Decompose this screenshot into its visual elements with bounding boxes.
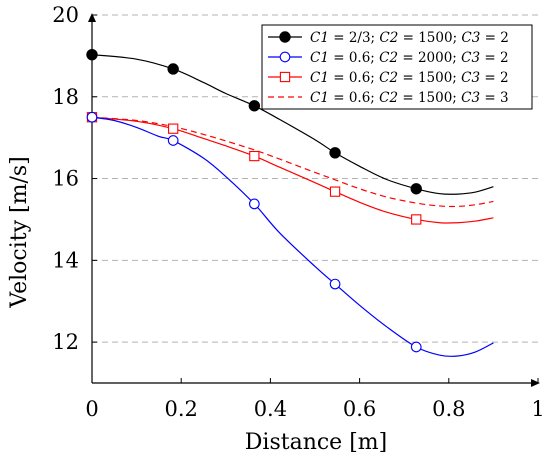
x-axis-title: Distance [m] (245, 430, 387, 455)
data-point (329, 278, 341, 290)
legend-label: C1 = 2/3; C2 = 1500; C3 = 2 (310, 30, 509, 46)
data-point (248, 198, 260, 210)
data-point (167, 63, 179, 75)
x-tick-label: 0.8 (432, 397, 465, 421)
data-point (168, 123, 179, 134)
series-line (91, 116, 494, 357)
series-line (91, 116, 494, 224)
data-point (329, 186, 341, 197)
series-line (91, 116, 494, 208)
data-point (329, 147, 341, 159)
series-4 (91, 116, 494, 208)
legend-box (261, 24, 533, 110)
data-point (410, 183, 422, 195)
y-tick-label: 16 (52, 167, 79, 191)
series-1 (86, 48, 494, 195)
data-point (249, 150, 260, 162)
data-point (279, 71, 291, 83)
x-tick-label: 0.6 (343, 397, 376, 421)
series-2 (86, 111, 494, 357)
y-tick-label: 20 (52, 3, 79, 27)
y-axis-arrow (88, 13, 96, 22)
x-tick-label: 0.4 (254, 397, 287, 421)
legend-entry: C1 = 0.6; C2 = 2000; C3 = 2 (268, 50, 509, 66)
legend-label: C1 = 0.6; C2 = 2000; C3 = 2 (310, 50, 509, 66)
series-3 (86, 112, 494, 225)
y-tick-label: 14 (52, 248, 79, 272)
y-tick-label: 18 (52, 85, 79, 109)
x-tick-label: 0.2 (164, 397, 197, 421)
data-point (411, 214, 422, 225)
data-point (279, 31, 291, 43)
data-point (248, 100, 261, 112)
data-point (167, 135, 179, 146)
legend-label: C1 = 0.6; C2 = 1500; C3 = 2 (310, 70, 509, 86)
data-point (279, 51, 291, 63)
x-tick-label: 0 (85, 397, 98, 421)
axes (88, 13, 540, 387)
data-series (86, 48, 494, 357)
series-line (91, 54, 494, 195)
y-tick-label: 12 (52, 330, 79, 354)
legend: C1 = 2/3; C2 = 1500; C3 = 2 C1 = 0.6; C2 … (261, 24, 533, 110)
x-axis-arrow (531, 379, 540, 387)
legend-entry: C1 = 0.6; C2 = 1500; C3 = 3 (268, 90, 509, 106)
x-tick-label: 1 (531, 397, 544, 421)
y-axis-title: Velocity [m/s] (7, 156, 32, 309)
data-point (86, 48, 98, 61)
legend-entry: C1 = 2/3; C2 = 1500; C3 = 2 (268, 30, 509, 46)
legend-label: C1 = 0.6; C2 = 1500; C3 = 3 (310, 90, 509, 106)
legend-entry: C1 = 0.6; C2 = 1500; C3 = 2 (268, 70, 509, 86)
data-point (410, 341, 422, 353)
tick-labels: 0 0.2 0.4 0.6 0.8 1 12 14 16 18 20 (52, 3, 544, 421)
data-point (86, 111, 98, 123)
